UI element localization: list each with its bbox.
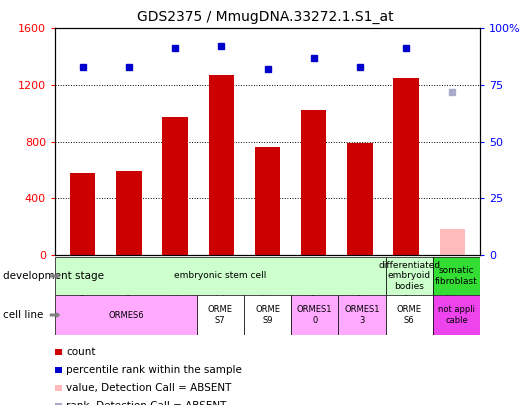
Bar — [301, 110, 326, 255]
Text: rank, Detection Call = ABSENT: rank, Detection Call = ABSENT — [66, 401, 226, 405]
Bar — [393, 78, 419, 255]
Bar — [433, 295, 480, 335]
Bar — [55, 295, 197, 335]
Text: ORMES1
3: ORMES1 3 — [344, 305, 379, 325]
Bar — [347, 143, 373, 255]
Bar — [162, 117, 188, 255]
Bar — [439, 230, 465, 255]
Bar — [55, 257, 385, 295]
Bar — [255, 147, 280, 255]
Text: ORME
S9: ORME S9 — [255, 305, 280, 325]
Bar — [70, 173, 95, 255]
Bar — [244, 295, 291, 335]
Bar — [197, 295, 244, 335]
Text: GDS2375 / MmugDNA.33272.1.S1_at: GDS2375 / MmugDNA.33272.1.S1_at — [137, 10, 393, 24]
Text: value, Detection Call = ABSENT: value, Detection Call = ABSENT — [66, 383, 232, 393]
Text: somatic
fibroblast: somatic fibroblast — [435, 266, 478, 286]
Bar — [338, 295, 385, 335]
Text: development stage: development stage — [3, 271, 104, 281]
Bar — [209, 75, 234, 255]
Text: percentile rank within the sample: percentile rank within the sample — [66, 365, 242, 375]
Text: embryonic stem cell: embryonic stem cell — [174, 271, 267, 281]
Text: cell line: cell line — [3, 310, 43, 320]
Text: ORME
S6: ORME S6 — [396, 305, 422, 325]
Bar — [385, 295, 433, 335]
Text: not appli
cable: not appli cable — [438, 305, 475, 325]
Bar — [116, 171, 142, 255]
Text: ORME
S7: ORME S7 — [208, 305, 233, 325]
Bar — [385, 257, 433, 295]
Text: count: count — [66, 347, 95, 357]
Text: ORMES6: ORMES6 — [108, 311, 144, 320]
Bar — [433, 257, 480, 295]
Bar — [291, 295, 338, 335]
Text: ORMES1
0: ORMES1 0 — [297, 305, 332, 325]
Text: differentiated
embryoid
bodies: differentiated embryoid bodies — [378, 261, 440, 291]
